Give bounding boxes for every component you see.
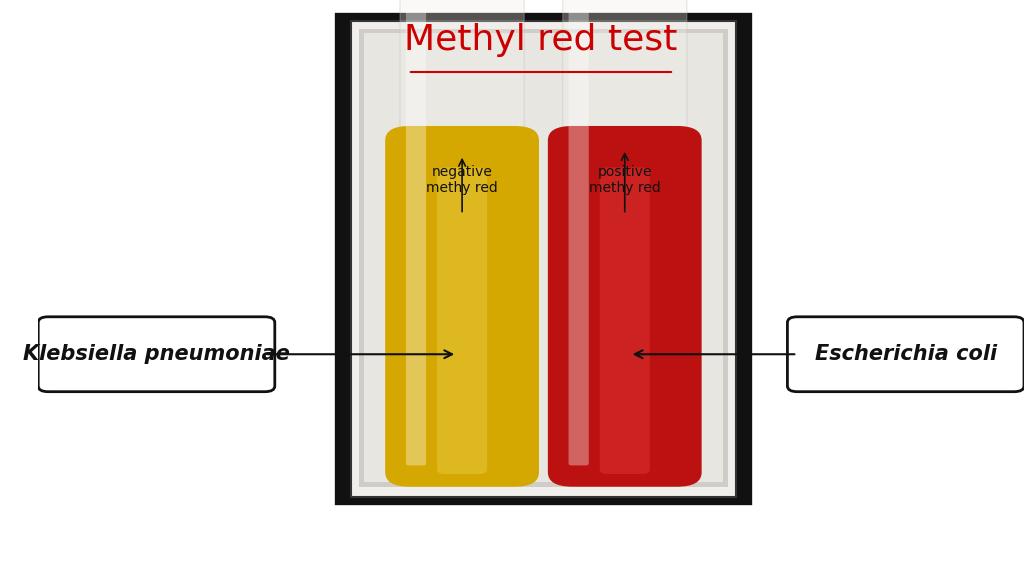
Text: Methyl red test: Methyl red test — [404, 23, 678, 58]
FancyBboxPatch shape — [562, 0, 687, 472]
FancyBboxPatch shape — [787, 317, 1024, 392]
FancyBboxPatch shape — [339, 17, 748, 501]
FancyBboxPatch shape — [548, 126, 701, 487]
FancyBboxPatch shape — [38, 317, 274, 392]
FancyBboxPatch shape — [600, 168, 650, 474]
FancyBboxPatch shape — [568, 10, 589, 465]
FancyBboxPatch shape — [350, 21, 736, 497]
FancyBboxPatch shape — [358, 29, 728, 487]
FancyBboxPatch shape — [400, 0, 524, 472]
Text: Escherichia coli: Escherichia coli — [815, 344, 996, 364]
Text: Klebsiella pneumoniae: Klebsiella pneumoniae — [24, 344, 290, 364]
Text: negative
methy red: negative methy red — [426, 165, 498, 195]
FancyBboxPatch shape — [406, 10, 426, 465]
Text: positive
methy red: positive methy red — [589, 165, 660, 195]
FancyBboxPatch shape — [437, 168, 487, 474]
FancyBboxPatch shape — [385, 126, 539, 487]
FancyBboxPatch shape — [364, 33, 723, 482]
